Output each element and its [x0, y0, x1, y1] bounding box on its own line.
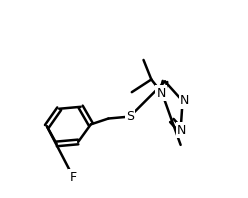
Text: N: N [180, 94, 189, 108]
Text: N: N [156, 87, 166, 100]
Text: F: F [70, 171, 77, 184]
Text: S: S [126, 110, 134, 123]
Text: N: N [177, 124, 186, 137]
